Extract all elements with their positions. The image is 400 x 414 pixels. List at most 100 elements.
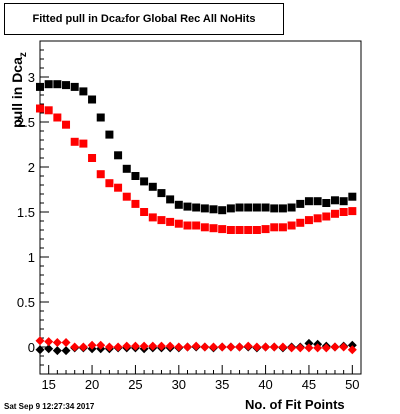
data-point-diamond (104, 342, 114, 352)
data-point-square (105, 179, 114, 188)
data-point-square (183, 202, 192, 211)
data-point-square (131, 199, 140, 208)
data-point-square (122, 164, 131, 173)
y-tick-label: 0.5 (17, 295, 35, 310)
data-point-diamond (278, 342, 288, 352)
data-point-square (235, 203, 244, 212)
data-point-diamond (287, 343, 297, 353)
data-point-square (62, 81, 71, 90)
title-main: Fitted pull in Dca (32, 13, 122, 25)
x-tick-label: 45 (302, 377, 316, 392)
data-point-square (339, 208, 348, 216)
data-point-square (296, 218, 305, 227)
data-point-square (322, 212, 331, 221)
data-point-diamond (44, 344, 54, 354)
data-point-diamond (295, 343, 305, 353)
data-point-square (313, 197, 322, 206)
data-point-square (287, 203, 296, 212)
data-point-diamond (78, 342, 88, 352)
data-point-square (131, 172, 140, 180)
data-point-square (53, 80, 62, 89)
y-tick-label: 1 (28, 250, 35, 265)
data-point-square (339, 197, 348, 206)
y-tick-label: 2 (28, 160, 35, 175)
data-point-square (148, 182, 157, 191)
data-point-square (330, 196, 339, 205)
data-point-square (70, 82, 79, 91)
data-point-diamond (96, 340, 106, 350)
x-tick-label: 15 (41, 377, 55, 392)
data-point-square (261, 225, 270, 234)
x-tick-label: 35 (215, 377, 229, 392)
data-point-diamond (70, 342, 80, 352)
data-point-diamond (191, 341, 201, 351)
data-point-square (200, 223, 209, 232)
data-point-square (330, 209, 339, 218)
y-tick-label: 2.5 (17, 115, 35, 130)
data-point-square (270, 223, 279, 232)
data-point-diamond (122, 341, 132, 351)
data-point-diamond (269, 342, 279, 352)
data-point-square (36, 104, 44, 113)
data-point-diamond (35, 336, 45, 346)
data-point-diamond (52, 346, 62, 356)
data-point-square (79, 139, 88, 148)
data-point-diamond (304, 343, 314, 353)
data-point-diamond (139, 341, 149, 351)
x-tick-label: 30 (172, 377, 186, 392)
data-point-diamond (44, 337, 54, 347)
data-point-square (36, 82, 44, 91)
data-point-square (192, 203, 201, 212)
data-point-diamond (261, 342, 271, 352)
data-point-square (96, 170, 105, 179)
data-point-square (157, 189, 166, 198)
data-point-diamond (130, 341, 140, 351)
data-point-square (140, 177, 149, 186)
data-point-square (166, 195, 175, 204)
y-tick-label: 1.5 (17, 205, 35, 220)
data-point-square (157, 216, 166, 225)
timestamp: Sat Sep 9 12:27:34 2017 (4, 402, 95, 411)
data-point-square (244, 203, 253, 212)
data-point-square (226, 226, 235, 234)
data-point-diamond (313, 343, 323, 353)
data-point-diamond (226, 342, 236, 352)
data-point-square (209, 224, 218, 233)
data-point-square (166, 217, 175, 226)
data-point-square (174, 219, 183, 228)
data-point-square (252, 203, 261, 212)
data-point-square (140, 208, 149, 216)
title-subscript: z (121, 14, 126, 24)
y-axis-label-main: pull in Dca (9, 57, 25, 128)
data-point-square (270, 204, 279, 213)
data-point-diamond (217, 342, 227, 352)
data-point-diamond (347, 345, 357, 355)
data-point-square (88, 95, 97, 104)
x-tick-label: 50 (345, 377, 359, 392)
data-point-square (174, 200, 183, 209)
data-point-square (296, 199, 305, 208)
data-point-square (114, 151, 123, 160)
data-point-diamond (35, 345, 45, 355)
y-axis-label: pull in Dcaz (9, 35, 29, 145)
data-point-square (218, 206, 227, 215)
data-point-square (200, 204, 209, 213)
data-point-square (79, 87, 88, 96)
data-point-diamond (243, 341, 253, 351)
data-point-square (192, 221, 201, 230)
data-point-diamond (61, 338, 71, 347)
data-point-square (322, 199, 331, 207)
data-point-diamond (61, 346, 71, 356)
data-point-diamond (321, 343, 331, 353)
chart-title: Fitted pull in Dca z for Global Rec All N… (4, 3, 284, 35)
data-point-square (183, 221, 192, 230)
data-point-square (88, 154, 97, 162)
data-point-diamond (252, 342, 262, 352)
data-point-square (287, 221, 296, 230)
data-point-square (278, 204, 287, 213)
data-point-diamond (174, 342, 184, 352)
data-point-square (122, 192, 131, 201)
plot-frame (39, 40, 362, 375)
data-point-diamond (330, 342, 340, 352)
